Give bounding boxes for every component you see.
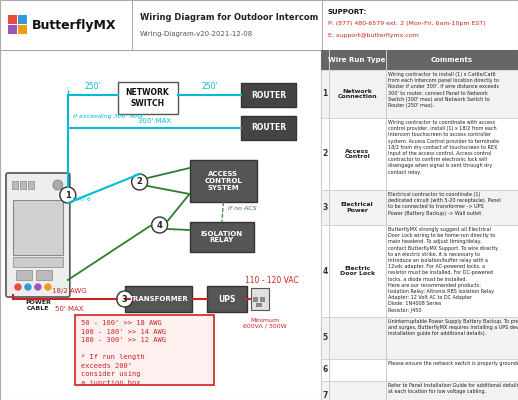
Text: 300' MAX: 300' MAX: [138, 118, 171, 124]
Text: Minimum
600VA / 300W: Minimum 600VA / 300W: [243, 318, 287, 329]
FancyBboxPatch shape: [6, 173, 70, 297]
Text: 3: 3: [122, 294, 127, 304]
Bar: [12, 181, 18, 189]
Text: UPS: UPS: [219, 294, 236, 304]
Text: Wire Run Type: Wire Run Type: [328, 57, 386, 63]
Text: Please ensure the network switch is properly grounded.: Please ensure the network switch is prop…: [388, 361, 518, 366]
Bar: [13, 200, 63, 255]
Bar: [253, 297, 258, 302]
Text: Electrical
Power: Electrical Power: [341, 202, 373, 213]
Text: Wiring contractor to coordinate with access
control provider, install (1) x 18/2: Wiring contractor to coordinate with acc…: [388, 120, 499, 174]
Text: 110 - 120 VAC: 110 - 120 VAC: [246, 276, 299, 285]
Text: ROUTER: ROUTER: [251, 90, 286, 100]
Text: 2: 2: [137, 178, 142, 186]
Text: 7: 7: [323, 390, 328, 400]
Text: 50' MAX: 50' MAX: [54, 306, 83, 312]
Bar: [36, 270, 52, 280]
Text: 4: 4: [156, 220, 163, 230]
Bar: [207, 286, 248, 312]
Bar: [20, 181, 26, 189]
Text: 18/2 AWG: 18/2 AWG: [51, 288, 86, 294]
Text: ACCESS
CONTROL
SYSTEM: ACCESS CONTROL SYSTEM: [205, 171, 242, 191]
Text: ButterflyMX strongly suggest all Electrical
Door Lock wiring to be home-run dire: ButterflyMX strongly suggest all Electri…: [388, 227, 498, 313]
Bar: [241, 83, 296, 107]
Circle shape: [35, 284, 41, 290]
Bar: [256, 303, 262, 307]
Text: 1: 1: [65, 190, 71, 200]
Circle shape: [45, 284, 51, 290]
Circle shape: [117, 291, 133, 307]
Circle shape: [53, 180, 63, 190]
Circle shape: [60, 187, 76, 203]
Text: Refer to Panel Installation Guide for additional details. Leave 6' service loop
: Refer to Panel Installation Guide for ad…: [388, 383, 518, 394]
Bar: [18, 25, 27, 34]
Text: 50 - 100' >> 18 AWG
100 - 180' >> 14 AWG
180 - 300' >> 12 AWG

* If run length
e: 50 - 100' >> 18 AWG 100 - 180' >> 14 AWG…: [81, 320, 166, 386]
Bar: [13, 257, 63, 267]
Text: NETWORK
SWITCH: NETWORK SWITCH: [126, 88, 169, 108]
Text: E: support@butterflymx.com: E: support@butterflymx.com: [328, 32, 419, 38]
Text: Wiring contractor to install (1) x Cat6e/Cat6
from each Intercom panel location : Wiring contractor to install (1) x Cat6e…: [388, 72, 499, 108]
Text: CAT 6: CAT 6: [73, 197, 91, 202]
Text: ISOLATION
RELAY: ISOLATION RELAY: [201, 230, 243, 244]
Bar: [16, 270, 32, 280]
Bar: [28, 181, 34, 189]
Bar: [18, 15, 27, 24]
Bar: [321, 70, 518, 118]
Text: 4: 4: [323, 266, 328, 276]
Bar: [261, 297, 265, 302]
Circle shape: [152, 217, 167, 233]
Text: 2: 2: [323, 150, 328, 158]
Bar: [321, 190, 518, 225]
Text: 1: 1: [323, 90, 328, 98]
Bar: [321, 50, 518, 70]
Text: If exceeding 300' MAX: If exceeding 300' MAX: [73, 114, 143, 119]
Text: Electric
Door Lock: Electric Door Lock: [340, 266, 375, 276]
Text: 6: 6: [323, 366, 328, 374]
Bar: [190, 160, 257, 202]
Bar: [321, 118, 518, 190]
Bar: [321, 359, 518, 381]
Circle shape: [132, 174, 148, 190]
Bar: [75, 315, 214, 385]
Text: Network
Connection: Network Connection: [337, 89, 377, 99]
Text: 3: 3: [323, 203, 328, 212]
Text: P: (877) 480-6579 ext. 2 (Mon-Fri, 6am-10pm EST): P: (877) 480-6579 ext. 2 (Mon-Fri, 6am-1…: [328, 22, 485, 26]
Bar: [190, 222, 254, 252]
Text: 250': 250': [84, 82, 101, 91]
Text: TRANSFORMER: TRANSFORMER: [128, 296, 189, 302]
Circle shape: [25, 284, 31, 290]
Circle shape: [15, 284, 21, 290]
Text: ROUTER: ROUTER: [251, 124, 286, 132]
Bar: [125, 286, 193, 312]
Bar: [8, 25, 17, 34]
Text: Comments: Comments: [431, 57, 473, 63]
Text: If no ACS: If no ACS: [228, 206, 257, 211]
Text: 5: 5: [323, 334, 328, 342]
Text: 250': 250': [201, 82, 218, 91]
Text: POWER
CABLE: POWER CABLE: [25, 300, 51, 311]
Text: Wiring-Diagram-v20-2021-12-08: Wiring-Diagram-v20-2021-12-08: [140, 31, 253, 37]
Text: SUPPORT:: SUPPORT:: [328, 9, 367, 15]
Bar: [321, 381, 518, 400]
Bar: [8, 15, 17, 24]
Text: Uninterruptable Power Supply Battery Backup. To prevent voltage drops
and surges: Uninterruptable Power Supply Battery Bac…: [388, 319, 518, 336]
Bar: [321, 225, 518, 317]
Bar: [241, 116, 296, 140]
Text: Access
Control: Access Control: [344, 148, 370, 159]
Bar: [321, 317, 518, 359]
Text: Wiring Diagram for Outdoor Intercom: Wiring Diagram for Outdoor Intercom: [140, 12, 318, 22]
Bar: [118, 82, 178, 114]
Text: Electrical contractor to coordinate (1)
dedicated circuit (with 5-20 receptacle): Electrical contractor to coordinate (1) …: [388, 192, 501, 216]
Text: ButterflyMX: ButterflyMX: [32, 18, 117, 32]
Bar: [251, 288, 269, 310]
